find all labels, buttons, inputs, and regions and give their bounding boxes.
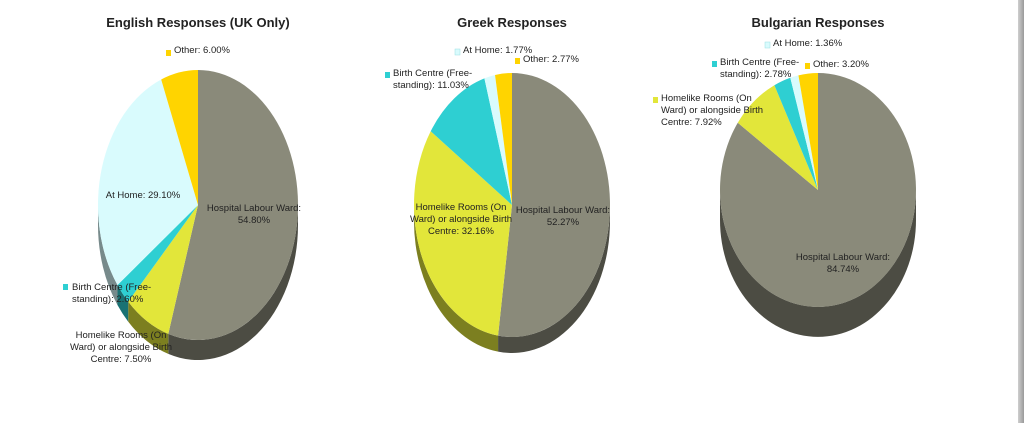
- data-label-hospital-labour-ward: 54.80%: [238, 215, 271, 226]
- data-label-hospital-labour-ward: Hospital Labour Ward:: [516, 205, 610, 216]
- pie-slice-birth-centre: [774, 77, 818, 190]
- pie-slice-birth-centre: [430, 78, 512, 205]
- pie-slice-other: [495, 73, 512, 205]
- data-label-hospital-labour-ward: Hospital Labour Ward:: [207, 203, 301, 214]
- legend-swatch-other: [515, 58, 520, 64]
- pie-side-hospital-labour-ward: [720, 190, 916, 337]
- pie-slice-other: [798, 73, 818, 190]
- legend-swatch-homelike-rooms: [653, 97, 658, 103]
- pie-slice-hospital-labour-ward: [498, 73, 611, 337]
- data-label-other: Other: 3.20%: [813, 59, 870, 70]
- data-label-homelike-rooms: Ward) or alongside Birth: [661, 105, 763, 116]
- data-label-homelike-rooms: Homelike Rooms (On: [416, 202, 507, 213]
- legend-swatch-other: [805, 63, 810, 69]
- legend-swatch-birth-centre: [63, 284, 68, 290]
- chart-title: Greek Responses: [457, 15, 567, 30]
- pie-slice-other: [161, 70, 198, 205]
- data-label-homelike-rooms: Centre: 7.92%: [661, 117, 722, 128]
- pie-slice-birth-centre: [117, 205, 198, 302]
- pie-chart-1: English Responses (UK Only) Hospital Labo…: [63, 15, 301, 365]
- data-label-hospital-labour-ward: 84.74%: [827, 264, 860, 275]
- data-label-birth-centre: standing): 11.03%: [393, 80, 469, 91]
- data-label-birth-centre: Birth Centre (Free-: [720, 57, 799, 68]
- data-label-at-home: At Home: 1.36%: [773, 38, 843, 49]
- legend-swatch-at-home: [764, 41, 771, 49]
- pie-side-at-home: [98, 205, 118, 306]
- data-label-homelike-rooms: Ward) or alongside Birth: [410, 214, 512, 225]
- pie-side-hospital-labour-ward: [498, 205, 610, 353]
- data-label-hospital-labour-ward: Hospital Labour Ward:: [796, 252, 890, 263]
- legend-swatch-other: [166, 50, 171, 56]
- data-label-homelike-rooms: Homelike Rooms (On: [76, 330, 167, 341]
- data-label-at-home: At Home: 1.77%: [463, 45, 533, 56]
- legend-swatch-birth-centre: [712, 61, 717, 67]
- pie-chart-3: Bulgarian Responses Hospital Labour Ward:…: [653, 15, 917, 337]
- pie-side-homelike-rooms: [414, 205, 499, 352]
- pie-chart-2: Greek Responses Hospital Labour Ward:52.2…: [385, 15, 610, 353]
- data-label-at-home: At Home: 29.10%: [106, 190, 181, 201]
- chart-title: English Responses (UK Only): [106, 15, 289, 30]
- pie-slice-homelike-rooms: [737, 85, 818, 190]
- pie-slice-homelike-rooms: [128, 205, 198, 334]
- data-label-birth-centre: Birth Centre (Free-: [72, 282, 151, 293]
- pie-slice-hospital-labour-ward: [168, 70, 298, 340]
- data-label-other: Other: 6.00%: [174, 45, 231, 56]
- data-label-homelike-rooms: Ward) or alongside Birth: [70, 342, 172, 353]
- pie-side-homelike-rooms: [128, 301, 169, 354]
- legend-swatch-at-home: [454, 48, 461, 56]
- data-label-birth-centre: standing): 2.60%: [72, 294, 144, 305]
- data-label-homelike-rooms: Centre: 7.50%: [91, 354, 152, 365]
- right-edge-bar: [1018, 0, 1024, 423]
- data-label-birth-centre: standing): 2.78%: [720, 69, 792, 80]
- pie-side-hospital-labour-ward: [168, 205, 298, 360]
- data-label-homelike-rooms: Homelike Rooms (On: [661, 93, 752, 104]
- pie-slice-at-home: [484, 74, 512, 205]
- data-label-other: Other: 2.77%: [523, 54, 580, 65]
- pie-slice-at-home: [97, 79, 198, 286]
- chart-title: Bulgarian Responses: [752, 15, 885, 30]
- data-label-homelike-rooms: Centre: 32.16%: [428, 226, 495, 237]
- data-label-birth-centre: Birth Centre (Free-: [393, 68, 472, 79]
- pie-slice-at-home: [790, 75, 818, 190]
- pie-side-birth-centre: [117, 285, 129, 322]
- legend-swatch-birth-centre: [385, 72, 390, 78]
- data-label-hospital-labour-ward: 52.27%: [547, 217, 580, 228]
- pie-slice-homelike-rooms: [414, 131, 512, 336]
